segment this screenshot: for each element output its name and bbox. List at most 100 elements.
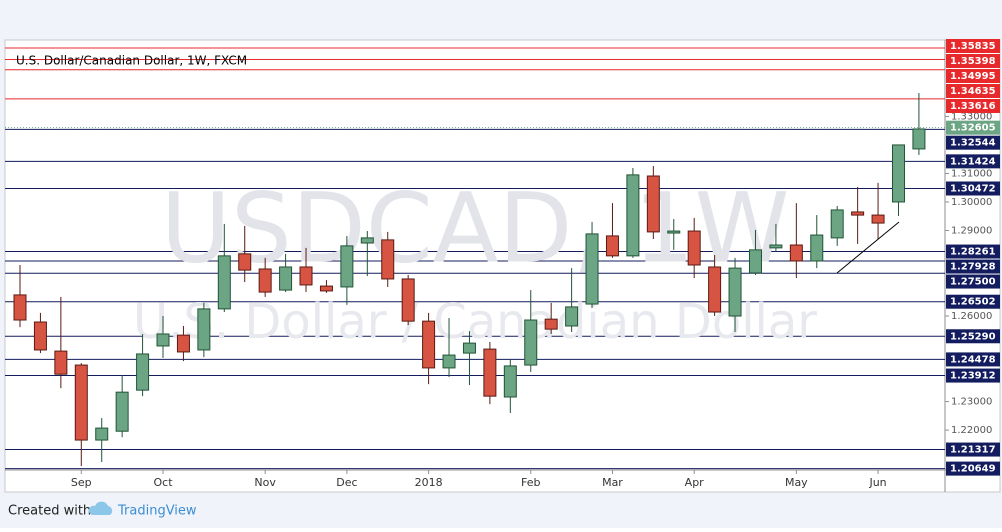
- footer-created: Created with: [8, 504, 91, 519]
- candle-body: [789, 244, 803, 262]
- candle-body: [279, 266, 293, 291]
- level-label: 1.21317: [950, 445, 996, 456]
- level-label: 1.20649: [950, 464, 996, 475]
- price-axis: 1.33000 1.31000 1.30000 1.29000 1.26000 1.230…: [71, 39, 1000, 489]
- level-label: 1.30472: [950, 184, 996, 195]
- level-label-bg: [946, 329, 1000, 344]
- y-tick-label: 1.29000: [951, 225, 992, 236]
- trend-line: [836, 221, 900, 274]
- level-label-bg: [946, 135, 1000, 150]
- level-label: 1.34635: [950, 86, 996, 97]
- level-label: 1.32605: [950, 123, 996, 134]
- level-label-bg: [946, 154, 1000, 169]
- level-label: 1.25290: [950, 331, 996, 342]
- chart-frame: [4, 39, 1001, 493]
- y-tick-label: 1.26000: [951, 311, 992, 322]
- x-tick-label: Apr: [685, 476, 705, 489]
- candle-body: [585, 233, 599, 305]
- candle-body: [503, 365, 517, 398]
- candle-body: [748, 249, 762, 274]
- candle-body: [197, 308, 211, 351]
- candle-body: [891, 144, 905, 203]
- candle-body: [176, 334, 190, 353]
- level-label-bg: [946, 39, 1000, 53]
- x-tick-label: May: [785, 476, 808, 489]
- candle-body: [851, 211, 865, 216]
- candle-body: [360, 237, 374, 244]
- level-label-bg: [946, 54, 1000, 68]
- candle-body: [422, 320, 436, 369]
- level-label-bg: [946, 99, 1000, 113]
- candle-body: [810, 234, 824, 262]
- level-label-bg: [946, 274, 1000, 289]
- x-tick-label: Dec: [336, 476, 357, 489]
- candle-body: [340, 245, 354, 288]
- candle-body: [13, 294, 27, 321]
- candle-body: [708, 266, 722, 313]
- level-label: 1.35835: [950, 41, 996, 52]
- candle-body: [217, 255, 231, 310]
- level-label-bg: [946, 442, 1000, 457]
- footer-brand[interactable]: TradingView: [117, 504, 197, 519]
- level-label-bg: [946, 352, 1000, 367]
- watermark: USDCAD, 1W: [161, 172, 790, 284]
- candle-body: [74, 364, 88, 441]
- candle-body: [156, 333, 170, 347]
- y-tick-label: 1.31000: [951, 168, 992, 179]
- level-label-bg: [946, 69, 1000, 83]
- candle-body: [524, 319, 538, 366]
- candle-body: [258, 268, 272, 293]
- level-label-bg: [946, 84, 1000, 98]
- level-label: 1.27500: [950, 277, 996, 288]
- x-tick-label: Oct: [153, 476, 173, 489]
- level-label-bg: [946, 259, 1000, 274]
- watermark-subtitle: U.S. Dollar / Canadian Dollar: [133, 294, 817, 350]
- candle-body: [54, 350, 68, 375]
- candle-body: [319, 285, 333, 292]
- y-tick-label: 1.30000: [951, 197, 992, 208]
- levels: [5, 47, 945, 470]
- candle-body: [667, 230, 681, 234]
- x-tick-label: 2018: [415, 476, 443, 489]
- candles: [13, 93, 926, 467]
- level-label-bg: [946, 461, 1000, 476]
- chart-title: U.S. Dollar/Canadian Dollar, 1W, FXCM: [16, 54, 247, 68]
- x-tick-label: Sep: [71, 476, 92, 489]
- level-label-bg: [946, 181, 1000, 196]
- candle-body: [462, 342, 476, 354]
- candle-body: [646, 175, 660, 233]
- x-tick-label: Jun: [868, 476, 886, 489]
- candle-body: [299, 266, 313, 286]
- candle-body: [728, 267, 742, 317]
- level-label: 1.26502: [950, 297, 996, 308]
- candle-body: [769, 244, 783, 249]
- level-label-bg: [946, 244, 1000, 259]
- candle-body: [115, 391, 129, 432]
- candle-body: [238, 253, 252, 271]
- level-label: 1.28261: [950, 247, 996, 258]
- level-label: 1.24478: [950, 354, 996, 365]
- level-label: 1.35398: [950, 56, 996, 67]
- candle-body: [626, 174, 640, 257]
- candle-body: [483, 348, 497, 397]
- level-label: 1.31424: [950, 156, 996, 167]
- y-tick-label: 1.22000: [951, 425, 992, 436]
- x-tick-label: Mar: [602, 476, 623, 489]
- candle-body: [442, 354, 456, 369]
- brand-logo: [88, 501, 113, 515]
- candle-body: [605, 235, 619, 257]
- level-label-bg: [946, 368, 1000, 383]
- level-label-bg: [946, 294, 1000, 309]
- candle-body: [401, 278, 415, 322]
- candle-body: [33, 321, 47, 351]
- y-tick-label: 1.33000: [951, 111, 992, 122]
- candle-body: [830, 209, 844, 239]
- candle-body: [136, 353, 150, 391]
- candle-body: [871, 214, 885, 224]
- level-label: 1.27928: [950, 262, 996, 273]
- level-label: 1.32544: [950, 138, 996, 149]
- x-tick-label: Nov: [254, 476, 276, 489]
- level-label-bg: [946, 120, 1000, 135]
- level-label: 1.23912: [950, 371, 996, 382]
